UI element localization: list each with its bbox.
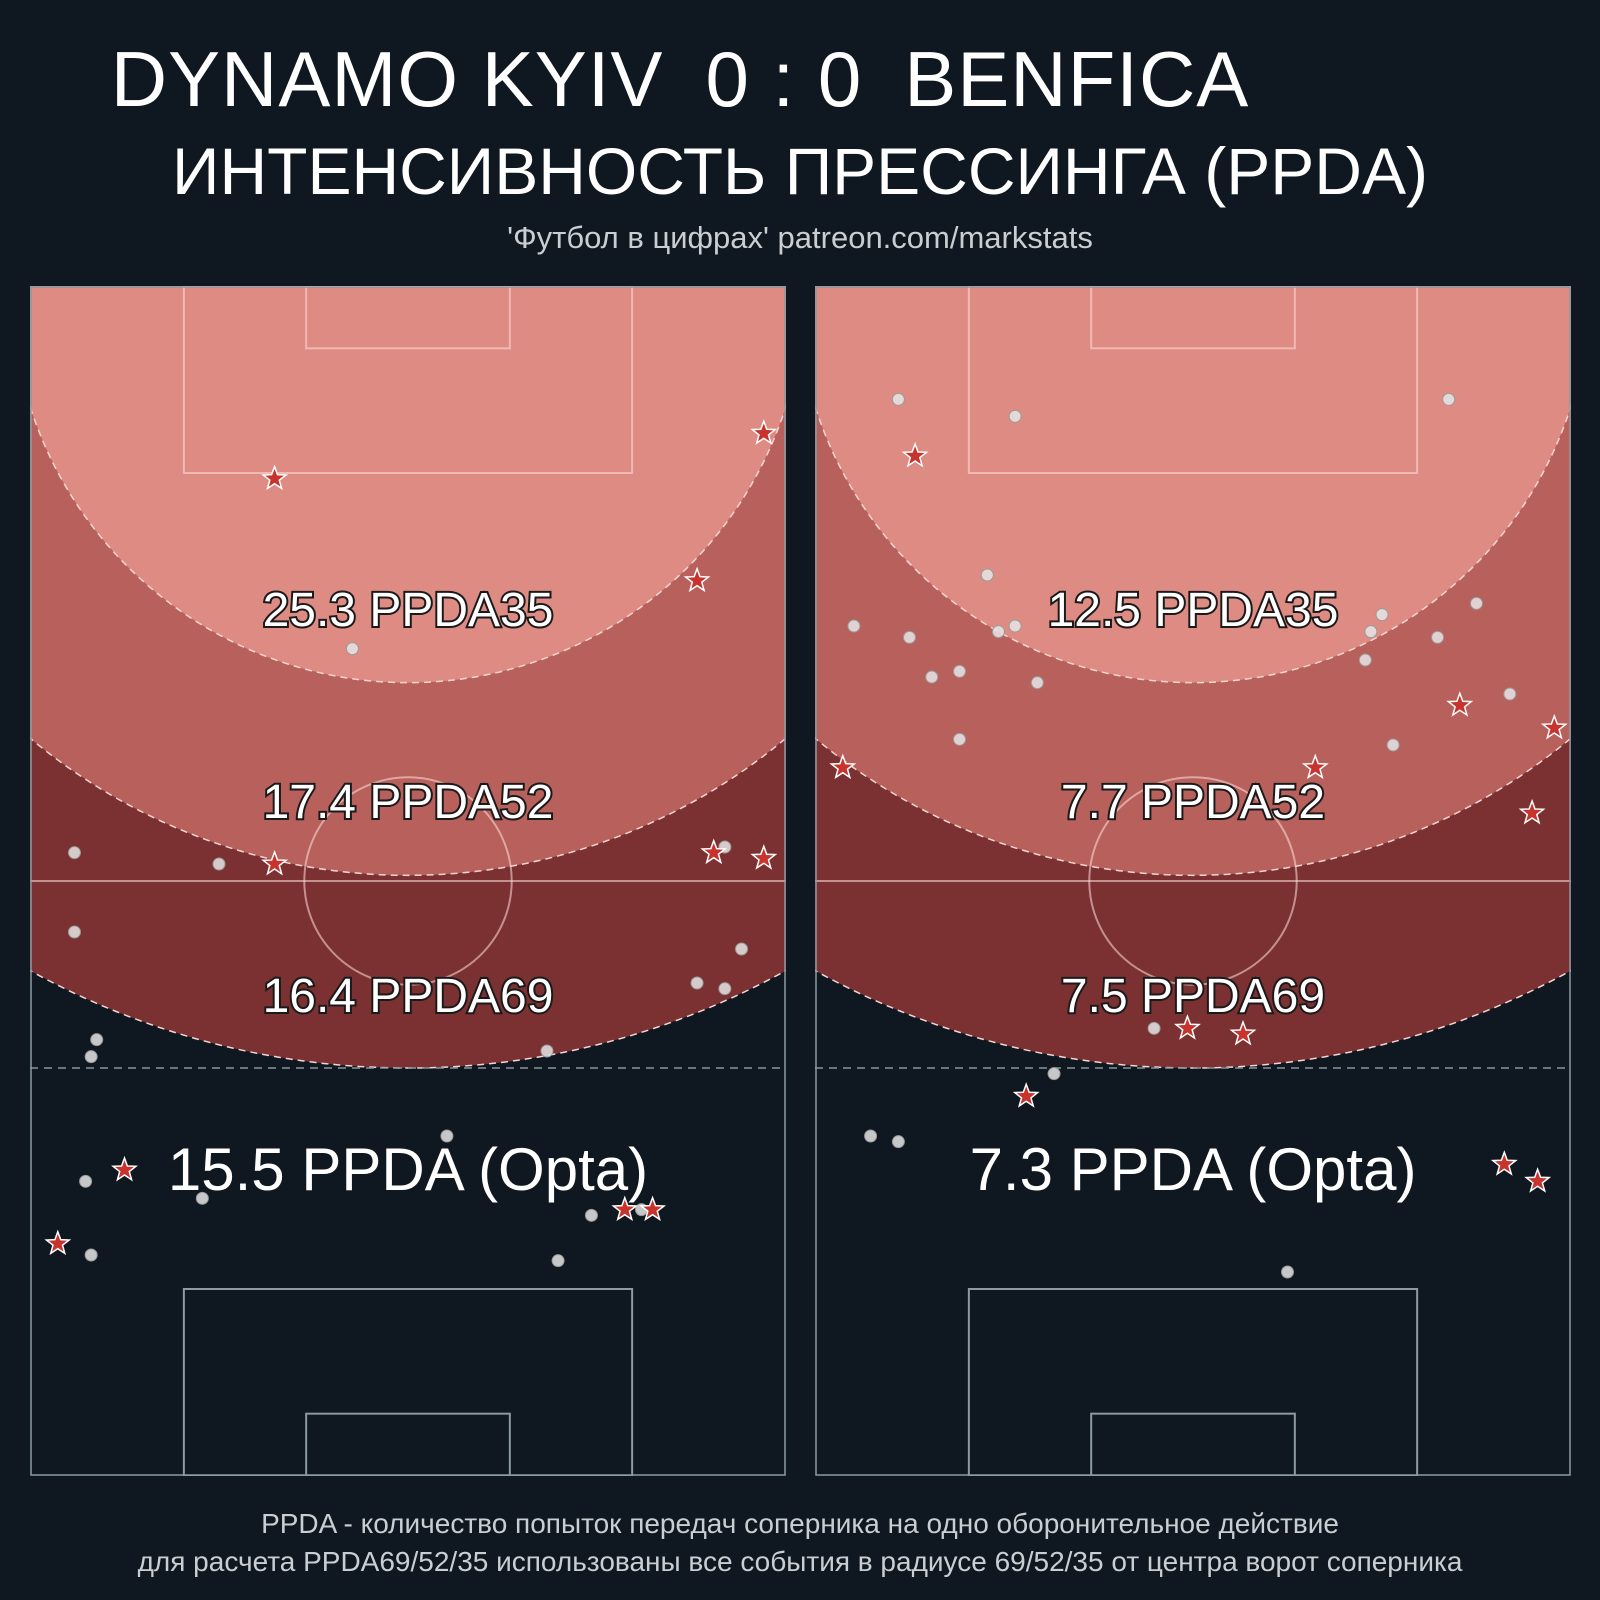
pitch-benfica: 12.5 PPDA35 7.7 PPDA52 7.5 PPDA69 7.3 PPDA … (815, 286, 1571, 1476)
defensive-action-dot (891, 392, 905, 406)
defensive-action-dot (345, 642, 359, 656)
defensive-action-dot (551, 1254, 565, 1268)
defensive-action-dot (90, 1033, 104, 1047)
defensive-action-dot (1431, 630, 1445, 644)
top-penalty-area (967, 286, 1419, 474)
successful-action-star (1490, 1150, 1518, 1176)
defensive-action-dot (953, 732, 967, 746)
defensive-action-dot (735, 942, 749, 956)
defensive-action-dot (67, 846, 81, 860)
defensive-action-dot (1008, 409, 1022, 423)
defensive-action-dot (79, 1174, 93, 1188)
ppda35-value-label: 12.5 PPDA35 (1048, 584, 1339, 637)
successful-action-star (1012, 1082, 1040, 1108)
defensive-action-dot (1386, 738, 1400, 752)
defensive-action-dot (991, 625, 1005, 639)
centre-circle (303, 776, 513, 986)
successful-action-star (683, 566, 711, 593)
ppda35-value-label: 25.3 PPDA35 (263, 584, 554, 637)
defensive-action-dot (440, 1129, 454, 1143)
ppda35-zone (30, 286, 786, 684)
successful-action-star (901, 441, 929, 468)
defensive-action-dot (84, 1248, 98, 1262)
successful-action-star (1173, 1014, 1201, 1040)
ppda35-zone (815, 286, 1571, 684)
defensive-action-dot (540, 1044, 554, 1058)
defensive-action-dot (903, 630, 916, 644)
defensive-action-dot (925, 670, 939, 684)
successful-action-star (750, 419, 778, 445)
defensive-action-dot (67, 925, 81, 939)
centre-circle (1088, 776, 1298, 986)
ppda69-value-label: 16.4 PPDA69 (263, 970, 554, 1023)
defensive-action-dot (718, 982, 732, 996)
defensive-action-dot (891, 1135, 905, 1149)
defensive-action-dot (1470, 596, 1483, 610)
ppda69-value-label: 7.5 PPDA69 (1061, 970, 1325, 1023)
defensive-action-dot (1375, 608, 1389, 622)
successful-action-star (611, 1195, 639, 1222)
match-title: DYNAMO KYIV 0 : 0 BENFICA (0, 40, 1480, 118)
defensive-action-dot (1047, 1067, 1061, 1081)
chart-subtitle: ИНТЕНСИВНОСТЬ ПРЕССИНГА (PPDA) (172, 134, 1428, 208)
successful-action-star (1524, 1167, 1552, 1193)
successful-action-star (44, 1229, 72, 1256)
top-penalty-area (182, 286, 634, 474)
defensive-action-dot (1358, 653, 1372, 667)
defensive-action-dot (84, 1050, 98, 1064)
defensive-action-dot (953, 664, 967, 678)
defensive-action-dot (584, 1208, 598, 1222)
pitch-outline (30, 286, 786, 1476)
successful-action-star (750, 844, 778, 870)
defensive-action-dot (1008, 619, 1022, 633)
footer-definition: PPDA - количество попыток передач соперн… (261, 1508, 1339, 1539)
defensive-action-dot (847, 619, 861, 633)
defensive-action-dot (864, 1129, 878, 1143)
defensive-action-dot (980, 568, 994, 582)
successful-action-star (829, 753, 857, 780)
successful-action-star (261, 849, 289, 876)
top-six-yard-box (305, 286, 511, 350)
opta-ppda-label: 7.3 PPDA (Opta) (970, 1136, 1417, 1203)
successful-action-star (639, 1195, 667, 1222)
source-credit: 'Футбол в цифрах' patreon.com/markstats (507, 220, 1093, 255)
pitch-outline (815, 286, 1571, 1476)
opta-ppda-label: 15.5 PPDA (Opta) (168, 1136, 648, 1203)
defensive-action-dot (690, 976, 704, 990)
ppda52-value-label: 17.4 PPDA52 (263, 776, 554, 829)
successful-action-star (1229, 1019, 1257, 1046)
top-six-yard-box (1090, 286, 1296, 350)
successful-action-star (700, 838, 728, 865)
away-team-name: BENFICA (904, 35, 1250, 123)
defensive-action-dot (212, 857, 226, 871)
successful-action-star (261, 464, 289, 491)
defensive-action-dot (1147, 1021, 1161, 1035)
defensive-action-dot (195, 1191, 209, 1205)
home-team-name: DYNAMO KYIV (110, 35, 664, 123)
successful-action-star (1301, 753, 1329, 780)
pitch-dynamo-kyiv: 25.3 PPDA35 17.4 PPDA52 16.4 PPDA69 15.5 PP… (30, 286, 786, 1476)
successful-action-star (111, 1155, 138, 1182)
defensive-action-dot (1364, 625, 1378, 639)
footer-method-note: для расчета PPDA69/52/35 использованы вс… (137, 1546, 1463, 1577)
successful-action-star (1446, 691, 1474, 717)
bottom-penalty-area (967, 1288, 1419, 1476)
ppda52-value-label: 7.7 PPDA52 (1061, 776, 1325, 829)
bottom-penalty-area (182, 1288, 634, 1476)
defensive-action-dot (1503, 687, 1517, 701)
successful-action-star (1518, 798, 1546, 825)
match-score: 0 : 0 (705, 35, 863, 123)
defensive-action-dot (1281, 1265, 1294, 1279)
defensive-action-dot (1442, 392, 1456, 406)
successful-action-star (1540, 713, 1568, 740)
defensive-action-dot (1030, 676, 1044, 690)
